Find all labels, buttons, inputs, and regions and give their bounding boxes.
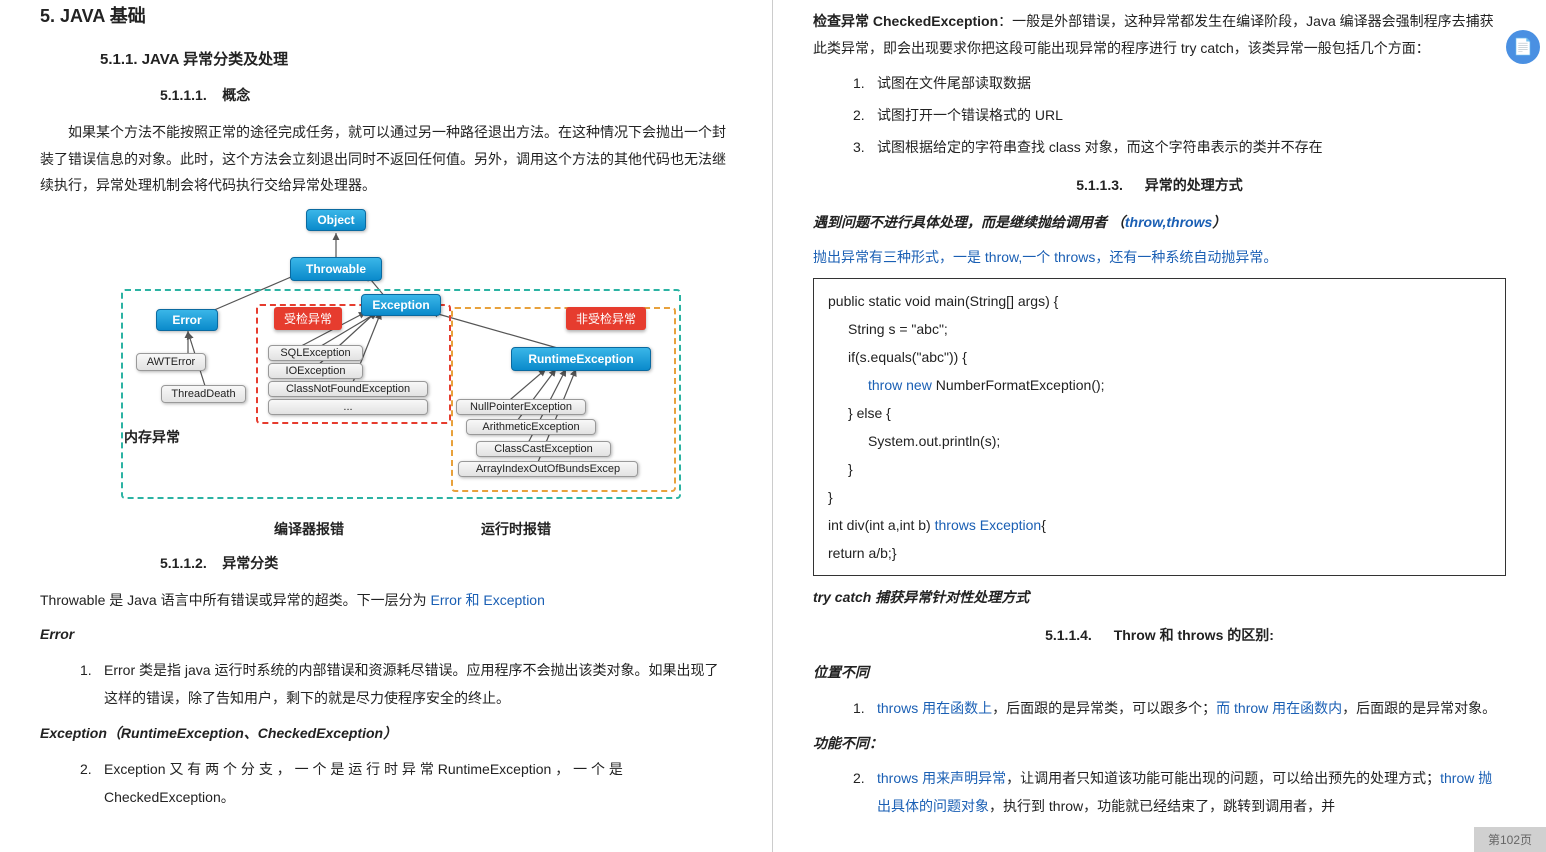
subsub-title: 异常分类 — [222, 555, 278, 571]
node-runtime: RuntimeException — [511, 347, 651, 371]
code-line: } — [828, 483, 1491, 511]
fun-heading: 功能不同： — [813, 730, 1506, 757]
code-line: String s = "abc"; — [828, 315, 1491, 343]
page-number: 第102页 — [1474, 827, 1546, 852]
checked-item-3: 试图根据给定的字符串查找 class 对象，而这个字符串表示的类并不存在 — [877, 133, 1506, 161]
node-npe: NullPointerException — [456, 399, 586, 415]
code-line: public static void main(String[] args) { — [828, 287, 1491, 315]
node-throwable: Throwable — [290, 257, 382, 281]
subsub-title: 概念 — [222, 87, 250, 103]
pos-item: throws 用在函数上，后面跟的是异常类，可以跟多个；而 throw 用在函数… — [877, 694, 1506, 722]
node-ioexception: IOException — [268, 363, 363, 379]
exception-item: Exception 又 有 两 个 分 支 ， 一 个 是 运 行 时 异 常 … — [104, 755, 732, 811]
pos-heading: 位置不同 — [813, 659, 1506, 686]
throwable-para: Throwable 是 Java 语言中所有错误或异常的超类。下一层分为 Err… — [40, 587, 732, 614]
node-error: Error — [156, 309, 218, 331]
checked-item-2: 试图打开一个错误格式的 URL — [877, 101, 1506, 129]
code-line: throw new NumberFormatException(); — [828, 371, 1491, 399]
section-title: 5. JAVA 基础 — [40, 2, 732, 28]
code-line: return a/b;} — [828, 539, 1491, 567]
code-line: } — [828, 455, 1491, 483]
fun-item: throws 用来声明异常，让调用者只知道该功能可能出现的问题，可以给出预先的处… — [877, 764, 1506, 820]
right-page: 检查异常 CheckedException：一般是外部错误，这种异常都发生在编译… — [773, 0, 1546, 852]
tag-checked: 受检异常 — [274, 307, 342, 330]
subsub-classify: 5.1.1.2. 异常分类 — [160, 553, 732, 573]
exception-heading: Exception（RuntimeException、CheckedExcept… — [40, 720, 732, 747]
checked-list: 1.试图在文件尾部读取数据 2.试图打开一个错误格式的 URL 3.试图根据给定… — [853, 69, 1506, 161]
code-block: public static void main(String[] args) {… — [813, 278, 1506, 576]
error-item: Error 类是指 java 运行时系统的内部错误和资源耗尽错误。应用程序不会抛… — [104, 656, 732, 712]
subsub-concept: 5.1.1.1. 概念 — [160, 85, 732, 105]
error-heading: Error — [40, 621, 732, 648]
throw-throws-sub: 遇到问题不进行具体处理，而是继续抛给调用者 （throw,throws） — [813, 209, 1506, 236]
code-line: if(s.equals("abc")) { — [828, 343, 1491, 371]
subsub-num: 5.1.1.1. — [160, 87, 207, 103]
error-exception-link: Error 和 Exception — [431, 592, 545, 608]
node-object: Object — [306, 209, 366, 231]
tag-unchecked: 非受检异常 — [566, 307, 646, 330]
node-classcast: ClassCastException — [476, 441, 611, 457]
concept-para: 如果某个方法不能按照正常的途径完成任务，就可以通过另一种路径退出方法。在这种情况… — [40, 119, 732, 199]
code-line: System.out.println(s); — [828, 427, 1491, 455]
node-sqlexception: SQLException — [268, 345, 363, 361]
node-exception: Exception — [361, 294, 441, 316]
checked-para: 检查异常 CheckedException：一般是外部错误，这种异常都发生在编译… — [813, 8, 1506, 61]
left-page: 5. JAVA 基础 5.1.1. JAVA 异常分类及处理 5.1.1.1. … — [0, 0, 773, 852]
throw-forms-para: 抛出异常有三种形式，一是 throw,一个 throws，还有一种系统自动抛异常… — [813, 244, 1506, 271]
node-awterror: AWTError — [136, 353, 206, 371]
node-cnfexception: ClassNotFoundException — [268, 381, 428, 397]
checked-item-1: 试图在文件尾部读取数据 — [877, 69, 1506, 97]
node-arithmetic: ArithmeticException — [466, 419, 596, 435]
subsub-num: 5.1.1.2. — [160, 555, 207, 571]
subsection-title: 5.1.1. JAVA 异常分类及处理 — [100, 48, 732, 69]
node-threaddeath: ThreadDeath — [161, 385, 246, 403]
exception-diagram: Object Throwable Error Exception Runtime… — [76, 209, 696, 539]
code-line: } else { — [828, 399, 1491, 427]
subsub-handle: 5.1.1.3. 异常的处理方式 — [813, 175, 1506, 195]
exception-list: 2.Exception 又 有 两 个 分 支 ， 一 个 是 运 行 时 异 … — [80, 755, 732, 811]
node-dots: ... — [268, 399, 428, 415]
label-memory: 内存异常 — [124, 427, 180, 447]
pos-list: 1. throws 用在函数上，后面跟的是异常类，可以跟多个；而 throw 用… — [853, 694, 1506, 722]
subsub-throw-diff: 5.1.1.4. Throw 和 throws 的区别: — [813, 625, 1506, 645]
float-badge-icon[interactable]: 📄 — [1506, 30, 1540, 64]
code-line: int div(int a,int b) throws Exception{ — [828, 511, 1491, 539]
cap-compile: 编译器报错 — [274, 519, 344, 539]
node-arrayindex: ArrayIndexOutOfBundsExcep — [458, 461, 638, 477]
cap-runtime: 运行时报错 — [481, 519, 551, 539]
fun-list: 2. throws 用来声明异常，让调用者只知道该功能可能出现的问题，可以给出预… — [853, 764, 1506, 820]
error-list: 1.Error 类是指 java 运行时系统的内部错误和资源耗尽错误。应用程序不… — [80, 656, 732, 712]
trycatch-sub: try catch 捕获异常针对性处理方式 — [813, 584, 1506, 611]
